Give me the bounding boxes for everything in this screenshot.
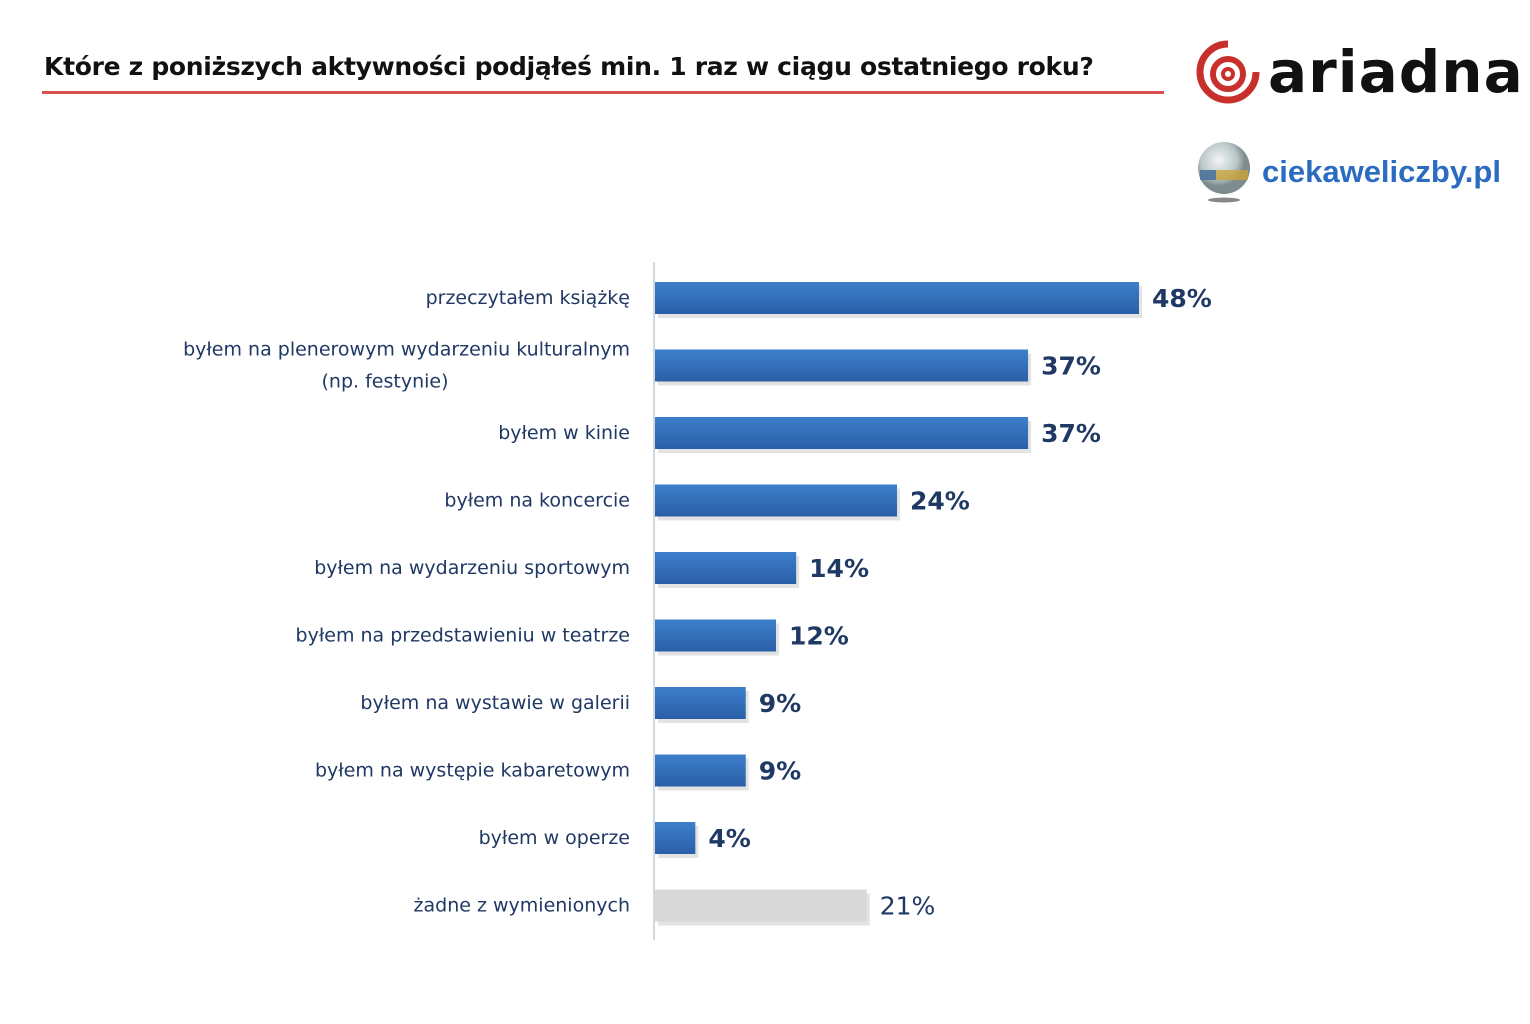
category-label: byłem w kinie [498,422,630,444]
data-label: 48% [1152,284,1212,313]
ariadna-logo-text: ariadna [1268,38,1524,106]
bar [655,484,897,517]
category-label: przeczytałem książkę [426,287,630,309]
bar [655,417,1029,449]
ciekaweliczby-logo: ciekaweliczby.pl [1196,140,1501,204]
ciekaweliczby-logo-text: ciekaweliczby.pl [1262,154,1501,189]
data-label: 21% [880,892,936,921]
bar [655,822,696,854]
data-label: 24% [910,487,970,516]
category-label: byłem na wydarzeniu sportowym [314,557,630,579]
bar [655,754,746,787]
bar [655,552,797,584]
data-label: 37% [1041,352,1101,381]
bar [655,889,867,922]
ariadna-logo-icon [1196,40,1260,104]
category-label: (np. festynie) [322,371,449,393]
data-label: 14% [809,554,869,583]
title-underline [42,91,1164,94]
category-label: byłem w operze [479,827,630,849]
category-label: żadne z wymienionych [414,895,630,917]
category-label: byłem na plenerowym wydarzeniu kulturaln… [183,339,630,361]
bar [655,687,746,719]
data-label: 12% [789,622,849,651]
data-label: 4% [708,824,750,853]
data-label: 37% [1041,419,1101,448]
category-label: byłem na przedstawieniu w teatrze [296,625,630,647]
bar [655,349,1029,382]
data-label: 9% [759,689,801,718]
category-label: byłem na występie kabaretowym [315,760,630,782]
category-label: byłem na koncercie [444,490,630,512]
bar [655,282,1139,314]
category-label: byłem na wystawie w galerii [360,692,630,714]
globe-icon [1198,142,1250,203]
chart-title: Które z poniższych aktywności podjąłeś m… [44,52,1094,81]
bar [655,619,776,652]
data-label: 9% [759,757,801,786]
ariadna-logo: ariadna [1196,40,1524,104]
